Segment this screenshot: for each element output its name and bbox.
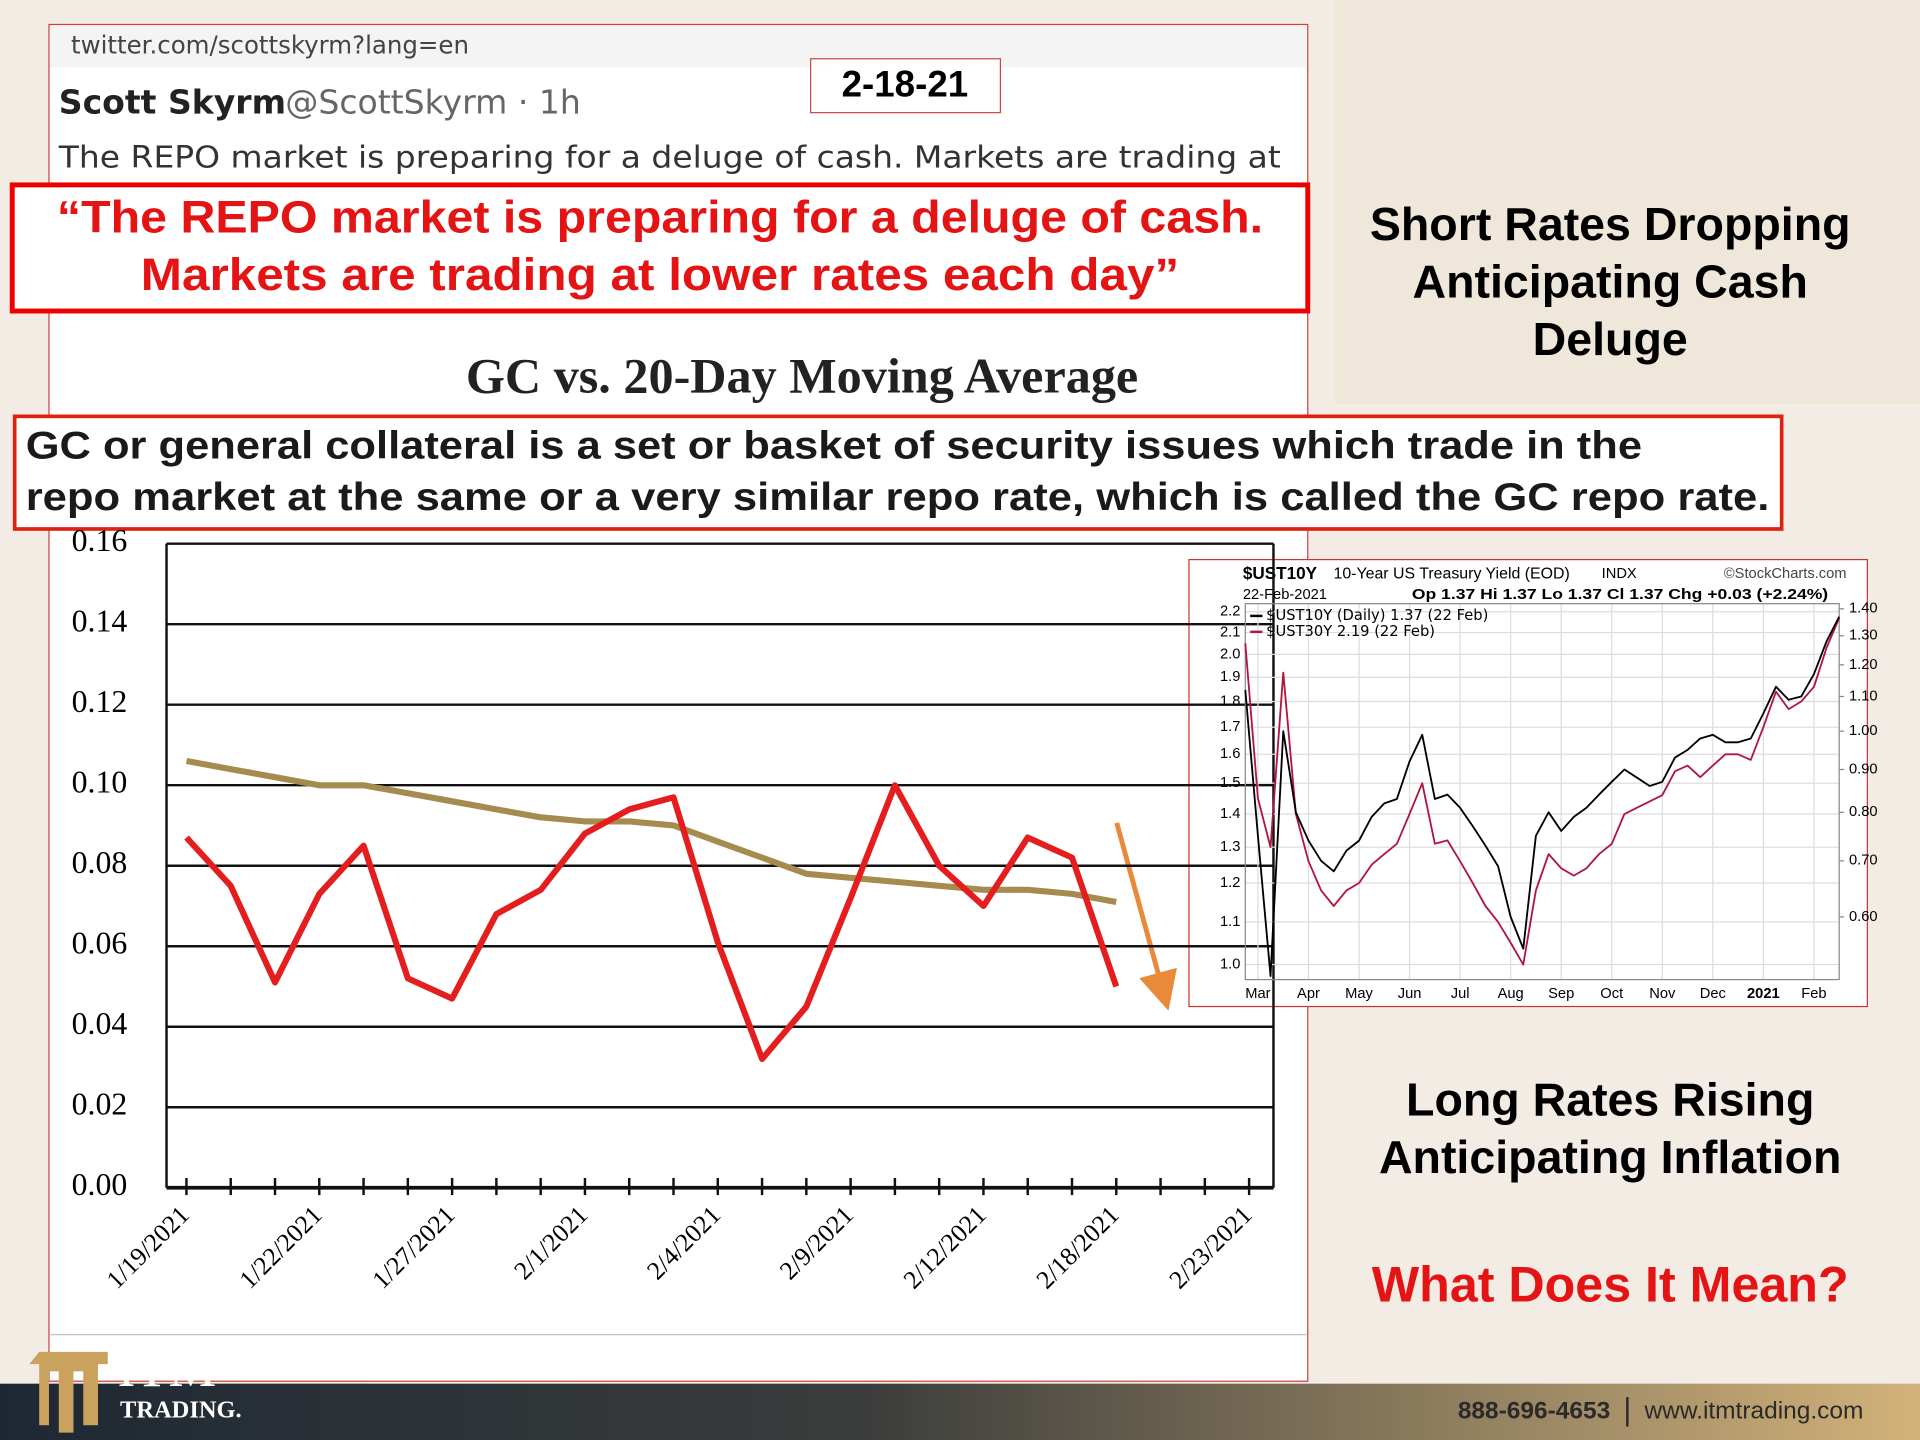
y2-tick-label: 0.80: [1849, 804, 1878, 820]
heading-line: Short Rates Dropping: [1370, 198, 1851, 250]
x-tick-label: Feb: [1801, 986, 1826, 1002]
y-tick-label: 0.02: [72, 1087, 128, 1122]
date-box: [810, 58, 1002, 114]
y2-tick-label: 1.00: [1849, 723, 1878, 739]
date-label: 2-18-21: [842, 64, 969, 105]
x-tick-label: Jun: [1398, 986, 1422, 1002]
y-tick-label: 0.10: [72, 765, 128, 800]
pattern: [1334, 0, 1920, 405]
x-tick-label: Sep: [1548, 986, 1574, 1002]
chart-subtitle: 10-Year US Treasury Yield (EOD): [1333, 565, 1569, 582]
y2-tick-label: 1.40: [1849, 601, 1878, 617]
chart-title: GC vs. 20-Day Moving Average: [466, 347, 1138, 403]
y-tick-label: 0.14: [72, 603, 128, 638]
y-tick-label: 2.1: [1220, 624, 1240, 640]
chart-source: ©StockCharts.com: [1724, 566, 1847, 582]
definition-line: GC or general collateral is a set or bas…: [26, 425, 1642, 468]
y-tick-label: 2.2: [1220, 604, 1240, 620]
series-line: [1244, 616, 1841, 977]
logo-sub: TRADING.: [120, 1396, 242, 1423]
x-tick-label: Jul: [1451, 986, 1470, 1002]
y2-tick-label: 1.10: [1849, 688, 1878, 704]
x-tick-label: 2021: [1747, 986, 1780, 1002]
y-tick-label: 1.8: [1220, 693, 1240, 709]
definition-box: [12, 414, 1784, 531]
tweet-text: The REPO market is preparing for a delug…: [58, 141, 1281, 176]
heading-line: Long Rates Rising: [1406, 1074, 1814, 1126]
y2-tick-label: 0.70: [1849, 853, 1878, 869]
heading-line: Anticipating Inflation: [1379, 1131, 1842, 1183]
annotation-arrow: [1114, 822, 1177, 1011]
chart-exchange: INDX: [1602, 566, 1637, 582]
x-tick-label: Oct: [1600, 986, 1623, 1002]
series-line: [1244, 617, 1841, 966]
legend-label: $UST30Y 2.19 (22 Feb): [1266, 623, 1435, 640]
y2-tick-label: 1.20: [1849, 657, 1878, 673]
y-tick-label: 0.08: [72, 845, 128, 880]
browser-bar: [50, 25, 1307, 68]
website: www.itmtrading.com: [1643, 1397, 1863, 1424]
y2-tick-label: 0.60: [1849, 909, 1878, 925]
definition-line: repo market at the same or a very simila…: [26, 476, 1770, 519]
chart-quote: Op 1.37 Hi 1.37 Lo 1.37 Cl 1.37 Chg +0.0…: [1412, 587, 1828, 603]
y-tick-label: 1.7: [1220, 719, 1240, 735]
chart-date: 22-Feb-2021: [1243, 587, 1327, 603]
browser-url: twitter.com/scottskyrm?lang=en: [71, 31, 469, 60]
footer-bar: [0, 1383, 1920, 1440]
logo-icon: [29, 1351, 108, 1433]
y-tick-label: 1.6: [1220, 746, 1240, 762]
series-line: [184, 782, 1120, 1062]
heading-line: Deluge: [1533, 313, 1688, 365]
logo: ITM: [118, 1338, 217, 1398]
quote-line: “The REPO market is preparing for a delu…: [57, 191, 1263, 242]
y2-tick-label: 0.90: [1849, 761, 1878, 777]
quote-line: Markets are trading at lower rates each …: [141, 249, 1179, 300]
question: What Does It Mean?: [1372, 1256, 1849, 1312]
y-tick-label: 1.1: [1220, 914, 1240, 930]
x-tick-label: May: [1345, 986, 1373, 1002]
plot-frame: [1244, 603, 1840, 981]
y-tick-label: 0.00: [72, 1167, 128, 1202]
y-tick-label: 0.12: [72, 684, 128, 719]
quote-box: [9, 182, 1311, 314]
heading-line: Anticipating Cash: [1413, 256, 1808, 308]
x-tick-label: Apr: [1297, 986, 1320, 1002]
phone: 888-696-4653: [1458, 1397, 1610, 1424]
x-tick-label: Dec: [1700, 986, 1726, 1002]
y-tick-label: 0.06: [72, 926, 128, 961]
y-tick-label: 2.0: [1220, 646, 1240, 662]
legend-label: $UST10Y (Daily) 1.37 (22 Feb): [1266, 607, 1488, 624]
chart-title: $UST10Y: [1243, 563, 1318, 583]
tweet-handle: @ScottSkyrm · 1h: [285, 83, 581, 122]
y2-tick-label: 1.30: [1849, 628, 1878, 644]
y-tick-label: 0.04: [72, 1006, 128, 1041]
y-tick-label: 1.0: [1220, 956, 1240, 972]
x-tick-label: Aug: [1498, 986, 1524, 1002]
tweet-author: Scott Skyrm: [59, 83, 286, 122]
y-tick-label: 1.5: [1220, 775, 1240, 791]
y-tick-label: 1.2: [1220, 875, 1240, 891]
y-tick-label: 1.3: [1220, 839, 1240, 855]
x-tick-label: Mar: [1245, 986, 1270, 1002]
y-tick-label: 1.4: [1220, 806, 1240, 822]
x-tick-label: Nov: [1649, 986, 1676, 1002]
y-tick-label: 1.9: [1220, 669, 1240, 685]
y-tick-label: 0.16: [72, 523, 128, 558]
